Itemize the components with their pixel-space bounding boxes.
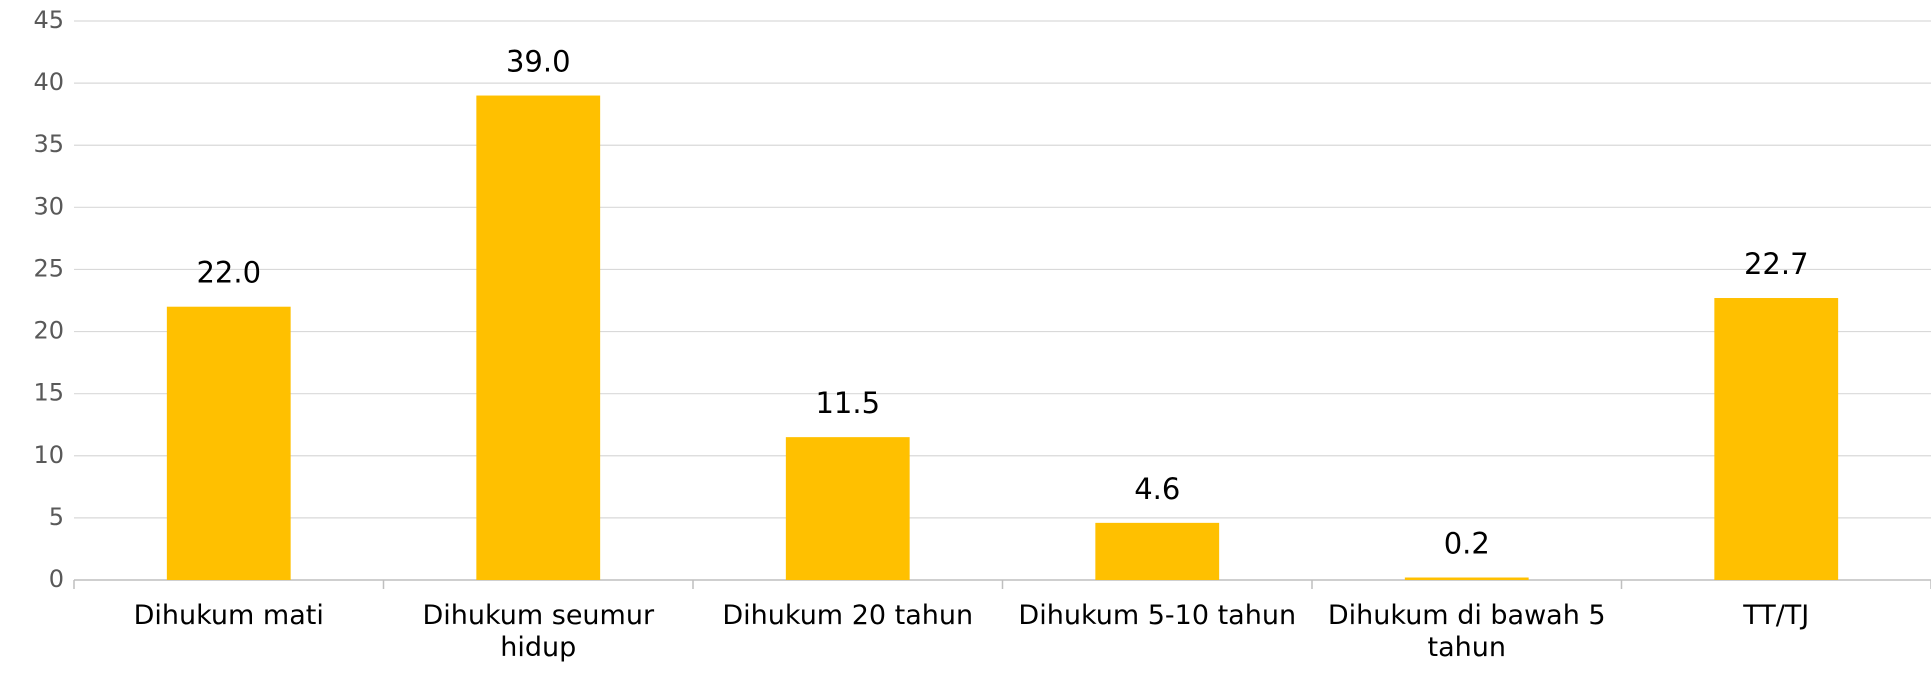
y-tick-label: 30	[33, 192, 64, 220]
bar	[166, 306, 291, 580]
x-tick-label: Dihukum mati	[133, 600, 324, 631]
value-label: 22.7	[1744, 247, 1809, 281]
y-tick-label: 25	[33, 254, 64, 282]
x-tick-label: Dihukum 5-10 tahun	[1018, 600, 1297, 631]
x-tick-label: Dihukum di bawah 5 tahun	[1327, 600, 1606, 663]
y-tick-label: 40	[33, 68, 64, 96]
y-tick-label: 35	[33, 130, 64, 158]
bar	[785, 437, 910, 580]
value-label: 11.5	[815, 386, 880, 420]
x-tick-label: TT/TJ	[1743, 600, 1810, 631]
x-tick-label: Dihukum seumur hidup	[422, 600, 655, 663]
y-tick-label: 5	[49, 503, 64, 531]
y-tick-label: 20	[33, 317, 64, 345]
bar	[1404, 577, 1529, 580]
value-label: 39.0	[506, 45, 571, 79]
y-tick-label: 0	[49, 565, 64, 593]
bar	[1714, 298, 1839, 580]
bar	[476, 95, 601, 581]
x-tick-label: Dihukum 20 tahun	[722, 600, 974, 631]
value-label: 22.0	[196, 256, 261, 290]
y-tick-label: 10	[33, 441, 64, 469]
value-label: 4.6	[1134, 472, 1180, 506]
y-tick-label: 45	[33, 6, 64, 34]
y-tick-label: 15	[33, 379, 64, 407]
bar	[1095, 522, 1220, 580]
value-label: 0.2	[1444, 527, 1490, 561]
